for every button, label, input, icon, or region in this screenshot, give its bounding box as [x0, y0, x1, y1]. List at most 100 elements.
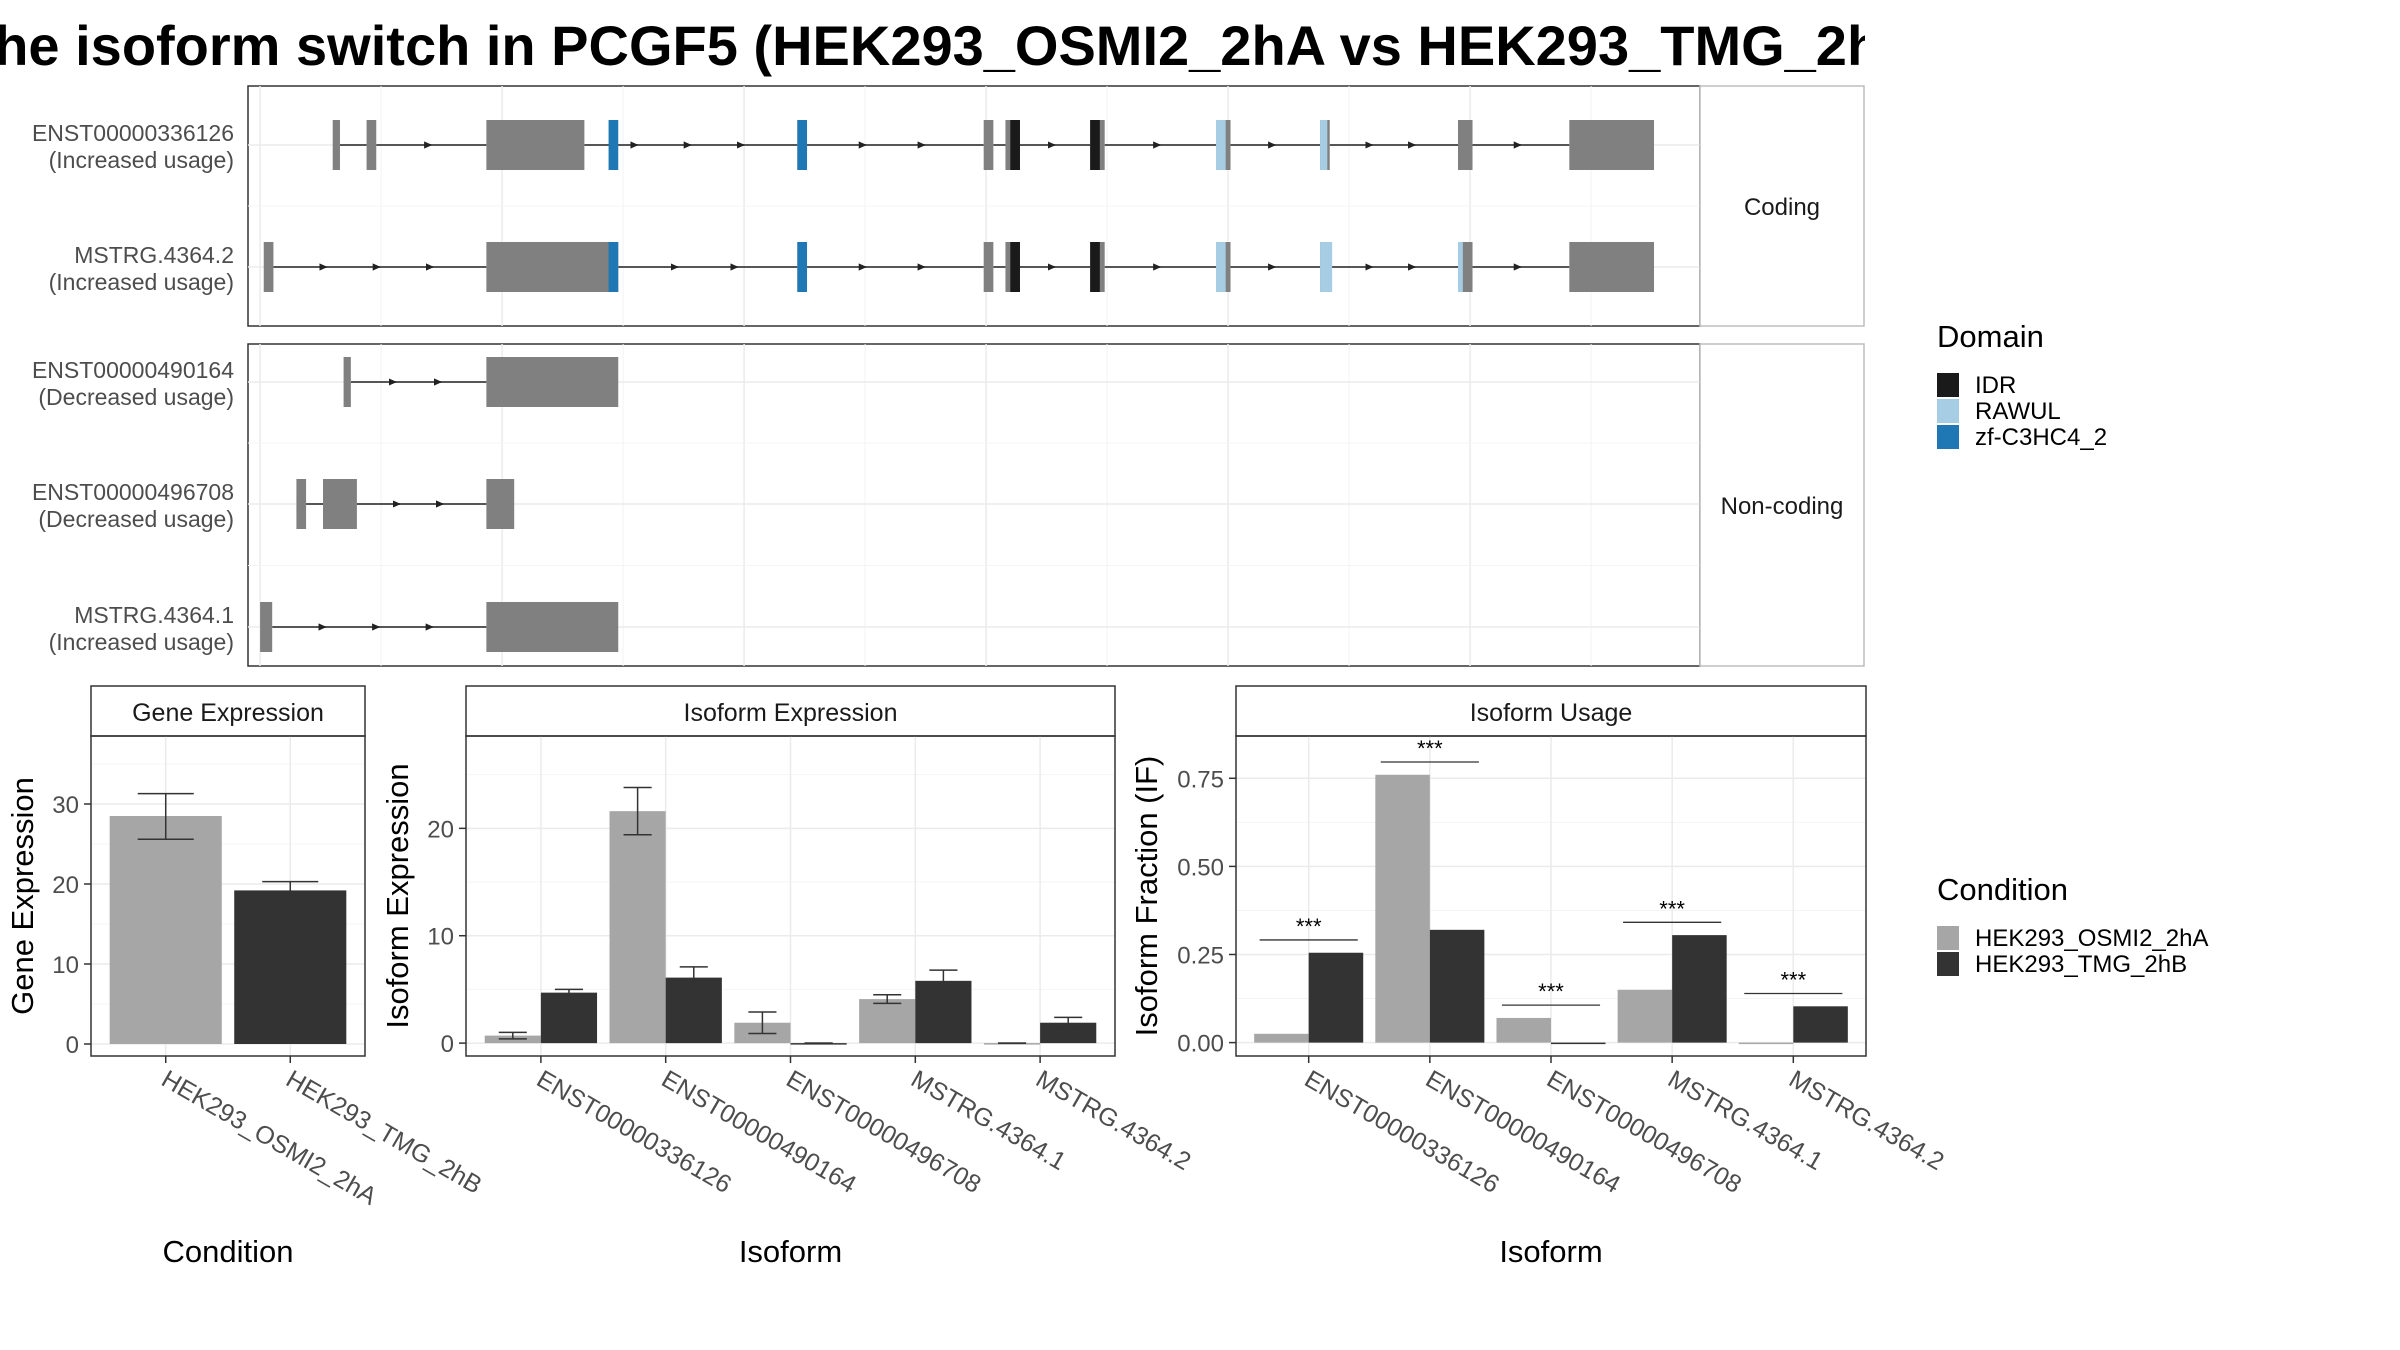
exon: [332, 120, 340, 170]
bar: [1254, 1033, 1309, 1043]
y-axis-title: Isoform Expression: [380, 763, 415, 1028]
significance-label: ***: [1659, 896, 1685, 921]
panel-strip-label: Coding: [1744, 194, 1820, 221]
y-tick-label: 0.00: [1177, 1031, 1224, 1058]
domain-zf: [608, 242, 619, 292]
exon: [486, 357, 619, 407]
bar: [1793, 1006, 1848, 1043]
y-tick-label: 10: [427, 924, 454, 951]
panel-strip: [1699, 85, 1865, 327]
exon: [323, 479, 357, 529]
domain-rawul: [1216, 120, 1226, 170]
y-tick-label: 10: [52, 952, 79, 979]
legend-key: [1937, 399, 1959, 423]
transcript-row: ENST00000490164(Decreased usage): [32, 357, 619, 410]
domain-rawul: [1216, 242, 1226, 292]
significance-label: ***: [1538, 979, 1564, 1004]
exon: [263, 242, 274, 292]
y-tick-label: 0.50: [1177, 854, 1224, 881]
bar: [859, 999, 916, 1044]
exon: [983, 120, 994, 170]
x-tick-label: HEK293_TMG_2hB: [281, 1065, 486, 1200]
transcript-id-label: ENST00000496708: [32, 479, 234, 505]
domain-zf: [797, 120, 808, 170]
exon: [1569, 242, 1655, 292]
transcript-row: ENST00000496708(Decreased usage): [32, 479, 515, 532]
transcript-id-label: ENST00000336126: [32, 120, 234, 146]
domain-idr: [1090, 242, 1100, 292]
y-tick-label: 20: [427, 816, 454, 843]
panel-frame: [247, 343, 1701, 667]
domain-rawul: [1320, 242, 1333, 292]
x-tick-label: ENST00000496708: [1542, 1065, 1746, 1199]
facet-strip: [90, 685, 366, 737]
y-tick-label: 20: [52, 872, 79, 899]
legend-item: HEK293_TMG_2hB: [1975, 951, 2187, 978]
significance-label: ***: [1296, 914, 1322, 939]
y-axis-title: Isoform Fraction (IF): [1129, 756, 1164, 1037]
bar: [1617, 989, 1673, 1043]
bar: [1308, 952, 1364, 1043]
y-tick-label: 0.75: [1177, 766, 1224, 793]
legend-title: Condition: [1937, 872, 2068, 907]
domain-idr: [1010, 242, 1020, 292]
transcript-id-label: ENST00000490164: [32, 357, 234, 383]
domain-idr: [1010, 120, 1020, 170]
y-tick-label: 0: [66, 1032, 79, 1059]
bar: [1672, 935, 1727, 1043]
expression-bar-charts: Gene Expression HEK293_OSMI2_2hAHEK293_TM…: [5, 685, 1949, 1269]
bar: [234, 890, 347, 1044]
x-axis-title: Condition: [163, 1234, 294, 1269]
legend-item: HEK293_OSMI2_2hA: [1975, 925, 2208, 952]
exon: [1458, 120, 1473, 170]
bar: [540, 992, 598, 1044]
facet-title: Gene Expression: [132, 699, 324, 727]
bar: [1551, 1042, 1606, 1045]
transcript-usage-label: (Decreased usage): [38, 384, 234, 410]
x-tick-label: ENST00000336126: [1300, 1065, 1504, 1199]
bar-chart-2: Isoform Usage *** ENST00000336126 *** ENST00…: [1129, 685, 1949, 1269]
y-tick-label: 30: [52, 792, 79, 819]
legend-title: Domain: [1937, 319, 2044, 354]
exon: [343, 357, 351, 407]
facet-title: Isoform Usage: [1470, 699, 1633, 727]
transcript-usage-label: (Increased usage): [49, 269, 234, 295]
legend-item: zf-C3HC4_2: [1975, 424, 2107, 451]
transcript-row: MSTRG.4364.2(Increased usage): [49, 242, 1655, 295]
transcript-usage-label: (Increased usage): [49, 147, 234, 173]
x-tick-label: HEK293_OSMI2_2hA: [157, 1065, 382, 1211]
exon: [486, 479, 515, 529]
legend-key: [1937, 425, 1959, 449]
transcript-usage-label: (Decreased usage): [38, 506, 234, 532]
y-tick-label: 0.25: [1177, 943, 1224, 970]
legend-key: [1937, 926, 1959, 950]
exon: [260, 602, 273, 652]
domain-idr: [1090, 120, 1100, 170]
exon: [486, 602, 619, 652]
bar: [1496, 1017, 1551, 1043]
domain-rawul: [1458, 242, 1463, 292]
facet-strip: [465, 685, 1116, 737]
plot-frame: [90, 735, 366, 1057]
y-tick-label: 0: [441, 1031, 454, 1058]
exon: [486, 120, 585, 170]
bar: [1738, 1042, 1794, 1045]
panel-strip-label: Non-coding: [1721, 493, 1844, 520]
significance-label: ***: [1780, 968, 1806, 993]
exon: [366, 120, 377, 170]
domain-rawul: [1320, 120, 1328, 170]
panel-strip: [1699, 343, 1865, 667]
x-axis-title: Isoform: [739, 1234, 842, 1269]
domain-zf: [797, 242, 808, 292]
transcript-id-label: MSTRG.4364.1: [74, 602, 234, 628]
plot-title: The isoform switch in PCGF5 (HEK293_OSMI…: [0, 14, 1865, 77]
bar: [109, 816, 222, 1044]
bar: [609, 811, 666, 1044]
legend-item: IDR: [1975, 372, 2016, 399]
transcript-row: MSTRG.4364.1(Increased usage): [49, 602, 619, 655]
